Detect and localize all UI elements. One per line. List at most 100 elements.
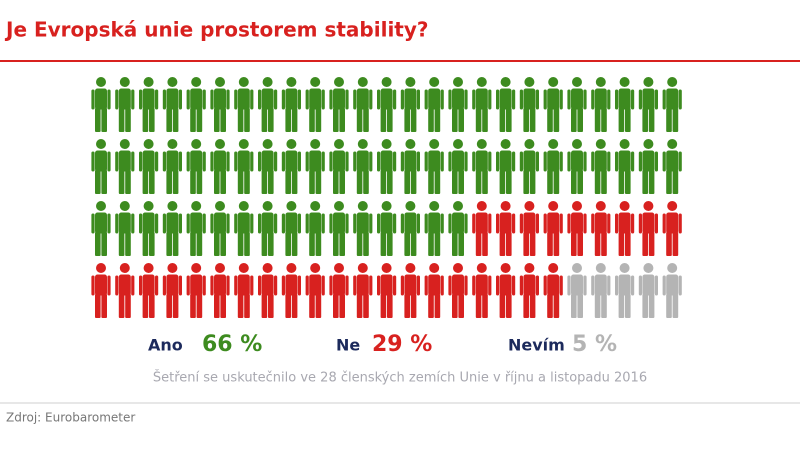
person-arm [162,213,166,234]
person-arm [131,151,135,172]
person-torso [666,150,679,172]
person-leg [261,294,268,318]
person-torso [95,212,107,234]
person-icon [448,139,468,194]
person-arm [305,151,309,172]
person-icon [281,77,301,132]
person-arm [274,89,278,110]
person-arm [654,89,658,110]
person-torso [285,212,298,234]
person-arm [448,89,452,110]
person-icon [567,77,587,132]
person-arm [393,151,397,172]
person-arm [631,275,635,296]
person-leg [118,232,125,256]
person-arm [607,275,611,296]
person-arm [369,213,373,234]
person-arm [155,275,159,296]
person-arm [472,275,476,296]
person-arm [543,151,547,172]
person-head [405,77,416,87]
person-arm [353,275,357,296]
person-icon [258,263,278,318]
person-head [381,201,392,211]
person-leg [118,294,125,318]
person-icon [496,263,516,318]
person-torso [261,88,274,110]
person-leg [172,232,179,256]
person-leg [237,294,244,318]
person-arm [115,275,119,296]
person-arm [615,275,619,296]
person-leg [380,108,387,132]
person-arm [416,275,420,296]
person-head [167,139,178,149]
person-leg [333,108,339,132]
person-head [310,77,321,87]
person-icon [186,139,206,194]
person-leg [625,108,631,132]
person-arm [281,213,285,234]
person-arm [662,213,666,234]
person-leg [237,232,244,256]
person-arm [654,275,658,296]
person-leg [142,232,149,256]
person-leg [499,232,506,256]
person-leg [523,232,529,256]
person-leg [118,170,125,194]
person-head [357,139,368,149]
person-icon [662,263,682,318]
value-label: 5 % [572,332,617,357]
person-icon [210,77,230,132]
person-arm [662,275,666,296]
value-label: 66 % [202,332,262,357]
person-leg [339,108,345,132]
person-torso [166,150,179,172]
person-leg [363,232,369,256]
person-torso [523,150,536,172]
person-leg [261,170,268,194]
person-torso [452,88,464,110]
person-torso [214,88,226,110]
person-head [619,77,630,87]
person-leg [529,108,536,132]
person-arm [631,151,635,172]
person-arm [329,151,333,172]
person-icon [115,77,135,132]
value-label: 29 % [372,332,432,357]
person-arm [400,213,404,234]
person-head [191,263,202,273]
person-leg [244,170,250,194]
person-leg [523,108,529,132]
person-arm [567,275,571,296]
person-leg [356,108,363,132]
person-head [215,77,225,87]
person-icon [377,201,397,256]
person-icon [115,139,135,194]
person-arm [353,213,357,234]
person-arm [139,213,143,234]
person-head [286,139,297,149]
person-leg [404,232,410,256]
person-arm [416,89,420,110]
person-arm [472,89,476,110]
person-torso [261,212,274,234]
person-head [667,263,678,273]
person-leg [118,108,125,132]
person-leg [190,170,196,194]
person-icon [162,139,182,194]
person-leg [434,170,441,194]
person-leg [672,170,679,194]
person-arm [440,151,444,172]
person-head [405,201,416,211]
person-leg [618,294,625,318]
person-arm [345,275,349,296]
person-arm [210,275,214,296]
person-arm [345,151,349,172]
person-icon [91,139,111,194]
person-torso [523,88,536,110]
person-icon [591,77,611,132]
person-arm [464,275,468,296]
person-leg [125,294,131,318]
person-arm [591,89,595,110]
